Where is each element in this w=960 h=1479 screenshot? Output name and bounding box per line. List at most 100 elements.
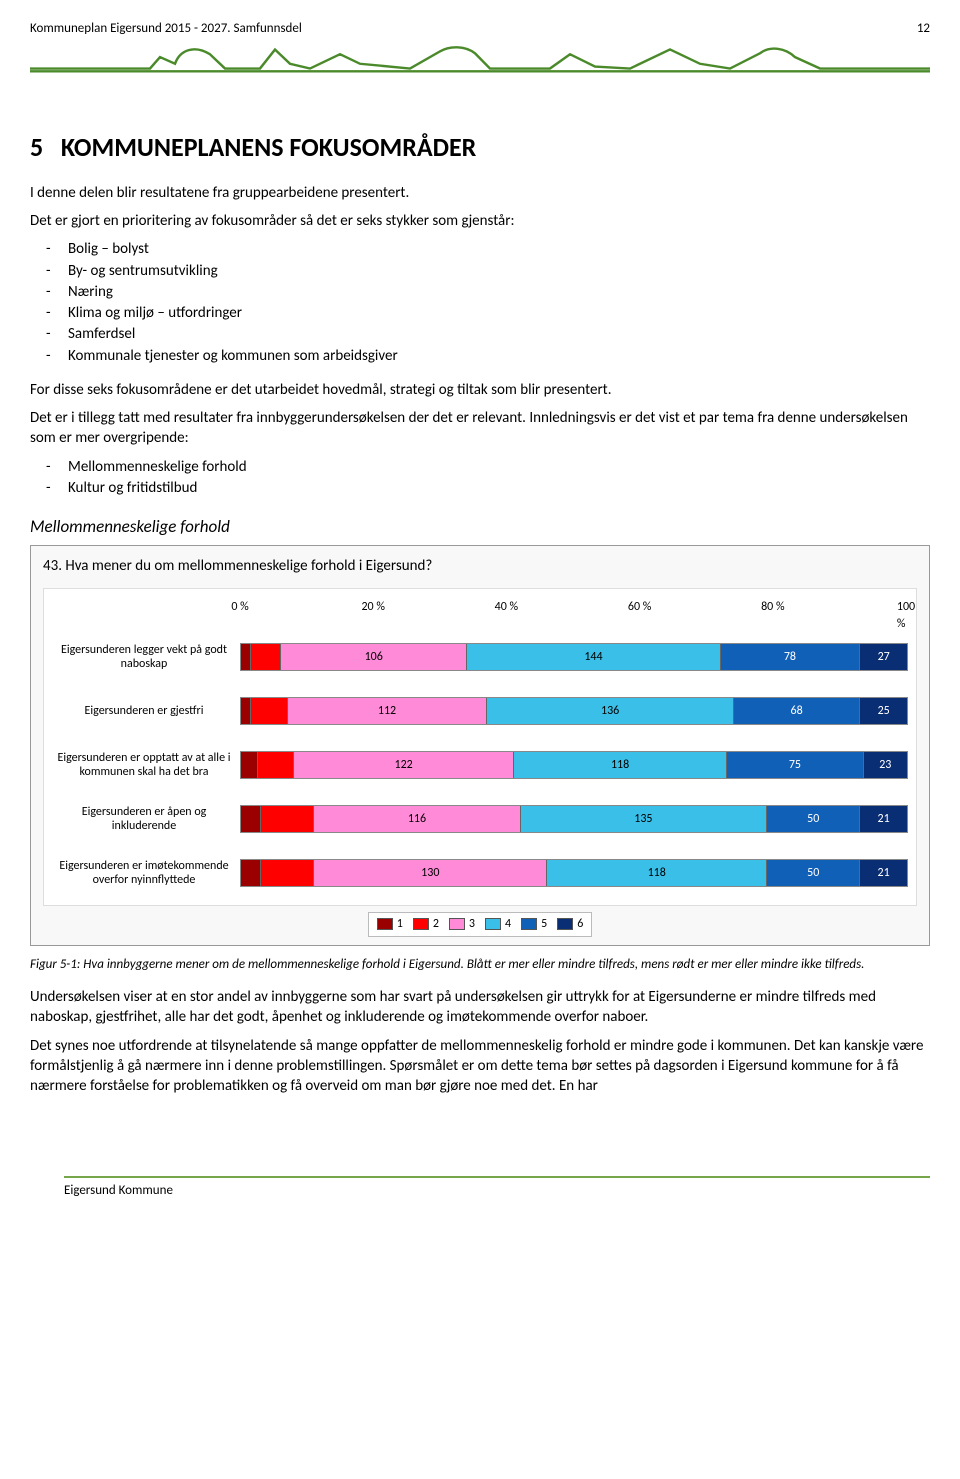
chart-row: Eigersunderen er gjestfri1121366825 [54, 689, 906, 733]
list-item: Bolig – bolyst [68, 239, 930, 259]
stacked-bar: 1121366825 [240, 697, 908, 725]
x-axis: 0 %20 %40 %60 %80 %100 % [240, 599, 906, 617]
bar-segment [258, 752, 295, 778]
chart-row-label: Eigersunderen er gjestfri [54, 704, 240, 718]
list-item: Klima og miljø – utfordringer [68, 303, 930, 323]
legend-swatch [557, 918, 573, 930]
subheading: Mellommenneskelige forhold [30, 516, 930, 539]
bar-segment [241, 806, 261, 832]
bar-segment: 75 [727, 752, 864, 778]
chart-row-label: Eigersunderen er opptatt av at alle i ko… [54, 751, 240, 780]
header-left: Kommuneplan Eigersund 2015 - 2027. Samfu… [30, 20, 302, 38]
list-item: Samferdsel [68, 324, 930, 344]
chart-title: 43. Hva mener du om mellommenneskelige f… [43, 556, 917, 576]
bar-segment: 116 [314, 806, 520, 832]
axis-tick: 0 % [231, 599, 248, 615]
legend-swatch [485, 918, 501, 930]
list-item: Kommunale tjenester og kommunen som arbe… [68, 346, 930, 366]
bar-segment [241, 752, 258, 778]
legend-label: 5 [541, 916, 547, 932]
body-paragraph: Undersøkelsen viser at en stor andel av … [30, 987, 930, 1028]
theme-list: Mellommenneskelige forhold Kultur og fri… [30, 457, 930, 499]
bar-segment: 144 [467, 644, 720, 670]
chart-row-label: Eigersunderen legger vekt på godt nabosk… [54, 643, 240, 672]
bar-segment [251, 644, 281, 670]
section-heading: KOMMUNEPLANENS FOKUSOMRÅDER [61, 131, 476, 163]
legend-label: 6 [577, 916, 583, 932]
axis-tick: 60 % [628, 599, 651, 615]
legend-swatch [377, 918, 393, 930]
header-page-number: 12 [917, 20, 930, 38]
legend-item: 6 [557, 916, 583, 932]
stacked-bar: 1301185021 [240, 859, 908, 887]
legend-label: 3 [469, 916, 475, 932]
chart-row: Eigersunderen legger vekt på godt nabosk… [54, 635, 906, 679]
bar-segment: 122 [294, 752, 514, 778]
chart-row: Eigersunderen er opptatt av at alle i ko… [54, 743, 906, 787]
bar-segment [261, 806, 314, 832]
axis-tick: 100 % [897, 599, 915, 631]
chart-row: Eigersunderen er åpen og inkluderende116… [54, 797, 906, 841]
bar-segment: 136 [487, 698, 733, 724]
paragraph: For disse seks fokusområdene er det utar… [30, 380, 930, 400]
legend-item: 3 [449, 916, 475, 932]
stacked-bar: 1161355021 [240, 805, 908, 833]
bar-segment: 21 [860, 806, 907, 832]
legend-item: 2 [413, 916, 439, 932]
bar-segment: 112 [288, 698, 488, 724]
section-number: 5 [30, 131, 43, 163]
section-title: 5 KOMMUNEPLANENS FOKUSOMRÅDER [30, 130, 930, 165]
bar-segment: 130 [314, 860, 547, 886]
legend-swatch [413, 918, 429, 930]
axis-tick: 40 % [495, 599, 518, 615]
legend-label: 1 [397, 916, 403, 932]
focus-area-list: Bolig – bolyst By- og sentrumsutvikling … [30, 239, 930, 366]
chart-plot-area: 0 % 20 % 40 % 60 % 80 % 100 % Eigersunderen l… [43, 588, 917, 906]
body-paragraph: Det synes noe utfordrende at tilsynelate… [30, 1036, 930, 1097]
chart-legend: 1 2 3 4 5 6 [368, 912, 593, 936]
chart-row-label: Eigersunderen er åpen og inkluderende [54, 805, 240, 834]
stacked-bar: 1061447827 [240, 643, 908, 671]
list-item: Mellommenneskelige forhold [68, 457, 930, 477]
bar-segment: 25 [860, 698, 907, 724]
intro-paragraph: I denne delen blir resultatene fra grupp… [30, 183, 930, 203]
list-item: Kultur og fritidstilbud [68, 478, 930, 498]
legend-swatch [521, 918, 537, 930]
figure-caption: Figur 5-1: Hva innbyggerne mener om de m… [30, 956, 930, 974]
paragraph: Det er i tillegg tatt med resultater fra… [30, 408, 930, 449]
footer-rule [64, 1176, 930, 1178]
footer-text: Eigersund Kommune [64, 1183, 173, 1198]
list-item: By- og sentrumsutvikling [68, 261, 930, 281]
legend-item: 1 [377, 916, 403, 932]
legend-swatch [449, 918, 465, 930]
bar-segment [241, 860, 261, 886]
bar-segment: 50 [767, 860, 860, 886]
skyline-divider [30, 40, 930, 78]
bar-segment [261, 860, 314, 886]
bar-segment: 106 [281, 644, 467, 670]
bar-segment: 78 [721, 644, 861, 670]
legend-item: 4 [485, 916, 511, 932]
chart-container: 43. Hva mener du om mellommenneskelige f… [30, 545, 930, 945]
chart-row-label: Eigersunderen er imøtekommende overfor n… [54, 859, 240, 888]
axis-tick: 80 % [761, 599, 784, 615]
legend-label: 2 [433, 916, 439, 932]
bar-segment: 27 [860, 644, 907, 670]
prioritering-intro: Det er gjort en prioritering av fokusomr… [30, 211, 930, 231]
bar-segment: 68 [734, 698, 861, 724]
legend-item: 5 [521, 916, 547, 932]
stacked-bar: 1221187523 [240, 751, 908, 779]
bar-segment [241, 698, 251, 724]
bar-segment: 50 [767, 806, 860, 832]
bar-segment: 135 [521, 806, 767, 832]
page-footer: Eigersund Kommune [30, 1176, 930, 1200]
bar-segment: 118 [514, 752, 727, 778]
bar-segment: 118 [547, 860, 767, 886]
list-item: Næring [68, 282, 930, 302]
legend-label: 4 [505, 916, 511, 932]
bar-segment [241, 644, 251, 670]
bar-segment: 23 [864, 752, 907, 778]
bar-segment: 21 [860, 860, 907, 886]
bar-segment [251, 698, 288, 724]
axis-tick: 20 % [361, 599, 384, 615]
